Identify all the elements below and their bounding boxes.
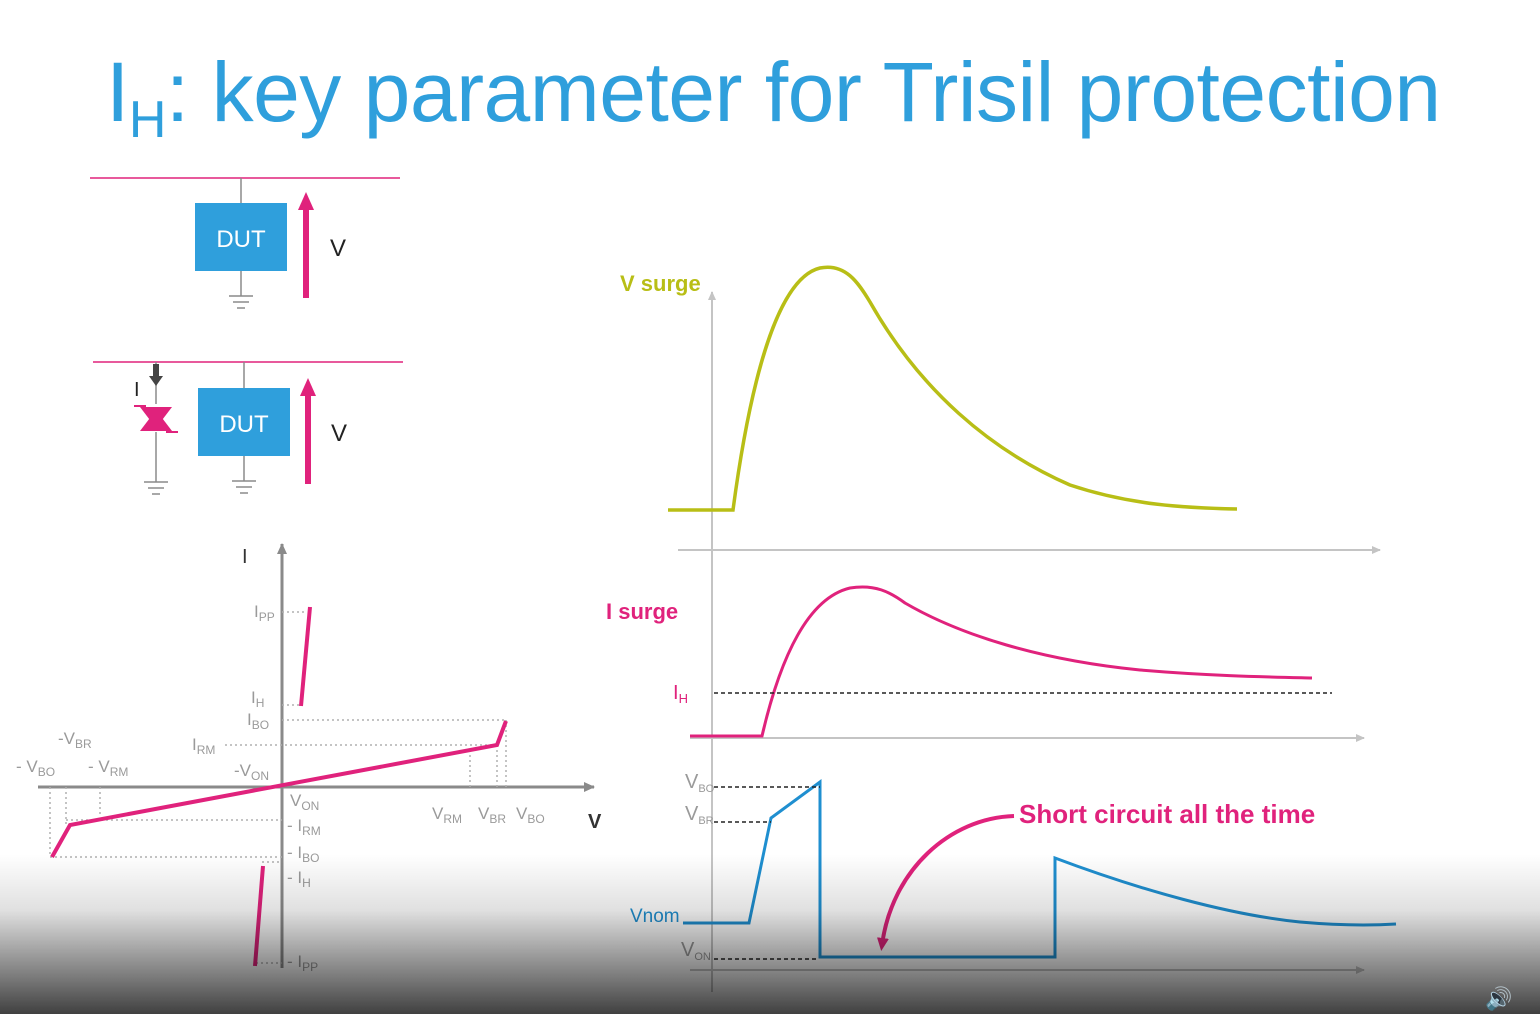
annotation-arrow [876,814,1015,951]
label-neg-vbo: - VBO [16,757,55,779]
surge-waveforms: V surge I surge IH VBO VBR Vnom VON Shor… [606,265,1397,992]
iv-x-axis-label: V [588,811,602,833]
dut-box [198,388,290,456]
label-neg-irm: - IRM [287,816,321,838]
title-rest: : key parameter for Trisil protection [165,45,1441,139]
von-level-label: VON [681,939,711,963]
label-neg-von: -VON [234,761,269,783]
label-vbr: VBR [478,804,506,826]
circuit-without-protection: DUT V [90,177,400,309]
label-neg-ibo: - IBO [287,843,319,865]
label-ibo: IBO [247,710,269,732]
voltage-arrow [300,378,316,484]
vbo-level-label: VBO [685,771,715,795]
ih-threshold-label: IH [673,682,688,706]
v-surge-curve [668,265,1238,512]
title-subscript: H [128,91,167,149]
ground-icon [229,271,253,309]
label-vrm: VRM [432,804,462,826]
i-surge-curve [690,585,1313,738]
current-arrow-icon [149,364,163,386]
label-neg-vrm: - VRM [88,757,128,779]
short-circuit-annotation: Short circuit all the time [1019,799,1315,829]
iv-y-axis-label: I [242,546,248,568]
label-neg-ipp: - IPP [287,952,318,974]
voltage-arrow [298,192,314,298]
label-neg-ih: - IH [287,868,311,890]
current-label: I [134,379,140,401]
ground-icon [144,481,168,495]
i-surge-label: I surge [606,599,678,624]
trisil-symbol-icon [134,405,178,433]
label-vbo: VBO [516,804,545,826]
label-ipp: IPP [254,602,275,624]
voltage-label: V [330,235,346,262]
slide-title: IH: key parameter for Trisil protection [106,44,1441,150]
dut-label: DUT [219,411,269,438]
vbr-level-label: VBR [685,803,714,827]
label-irm: IRM [192,735,215,757]
label-neg-vbr: -VBR [58,729,92,751]
title-main: I [106,45,129,139]
v-surge-label: V surge [620,271,701,296]
iv-characteristic-chart: I V IPP IH IBO IRM -VON -VBR [16,543,602,974]
dut-label: DUT [216,226,266,253]
circuit-with-trisil: DUT I V [93,361,403,495]
label-ih: IH [251,688,264,710]
label-von: VON [290,791,319,813]
dut-box [195,203,287,271]
vnom-label: Vnom [630,906,680,927]
speaker-icon[interactable]: 🔊 [1485,986,1513,1011]
voltage-label: V [331,420,347,447]
ground-icon [232,456,256,494]
